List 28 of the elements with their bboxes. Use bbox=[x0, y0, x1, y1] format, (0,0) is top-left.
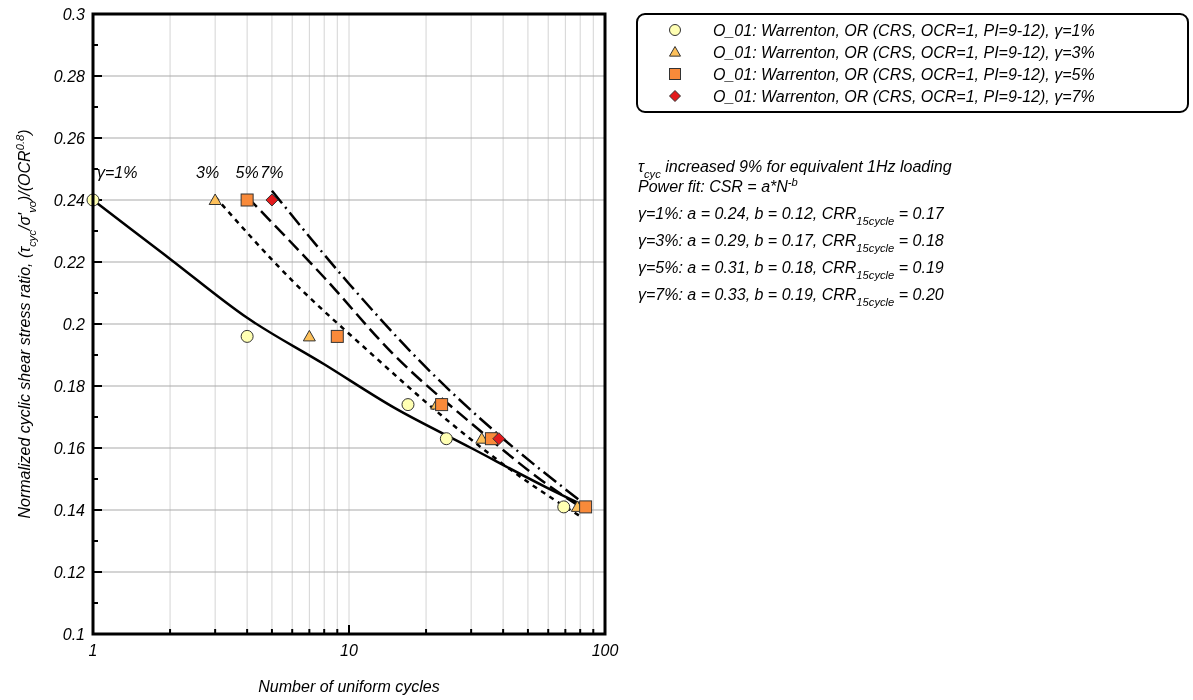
annotation: 7% bbox=[260, 164, 284, 181]
x-tick-label: 100 bbox=[591, 642, 619, 659]
y-tick-label: 0.28 bbox=[53, 68, 86, 85]
y-tick-label: 0.22 bbox=[53, 254, 86, 271]
y-tick-label: 0.26 bbox=[53, 130, 86, 147]
legend-label: O_01: Warrenton, OR (CRS, OCR=1, PI=9-12), γ=3% bbox=[713, 44, 1095, 61]
y-tick-label: 0.2 bbox=[62, 316, 86, 333]
text: γ=1%: a = 0.24, b = 0.12, CRR$_{15cycle}$ = 0.17 bbox=[638, 205, 945, 227]
legend-label: O_01: Warrenton, OR (CRS, OCR=1, PI=9-12), γ=1% bbox=[713, 22, 1095, 39]
text: γ=7%: a = 0.33, b = 0.19, CRR$_{15cycle}$ = 0.20 bbox=[638, 286, 944, 308]
x-tick-label: 10 bbox=[340, 642, 358, 659]
legend-label: O_01: Warrenton, OR (CRS, OCR=1, PI=9-12), γ=7% bbox=[713, 88, 1095, 105]
text: γ=3%: a = 0.29, b = 0.17, CRR$_{15cycle}$ = 0.18 bbox=[638, 232, 944, 254]
annotation: 5% bbox=[235, 164, 259, 181]
y-tick-label: 0.12 bbox=[53, 564, 86, 581]
text: γ=5%: a = 0.31, b = 0.18, CRR$_{15cycle}$ = 0.19 bbox=[638, 259, 944, 281]
legend-label: O_01: Warrenton, OR (CRS, OCR=1, PI=9-12), γ=5% bbox=[713, 66, 1095, 83]
y-tick-label: 0.24 bbox=[53, 192, 86, 209]
y-tick-label: 0.16 bbox=[53, 440, 86, 457]
y-tick-label: 0.18 bbox=[53, 378, 86, 395]
y-tick-label: 0.3 bbox=[62, 6, 86, 23]
annotation: 3% bbox=[196, 164, 220, 181]
y-tick-label: 0.14 bbox=[53, 502, 86, 519]
text: τ$_{cyc}$ increased 9% for equivalent 1Hz loading bbox=[638, 158, 952, 180]
x-tick-label: 1 bbox=[88, 642, 98, 659]
annotation: γ=1% bbox=[97, 164, 138, 181]
y-tick-label: 0.1 bbox=[62, 626, 85, 643]
x-axis-title: Number of uniform cycles bbox=[258, 678, 440, 695]
